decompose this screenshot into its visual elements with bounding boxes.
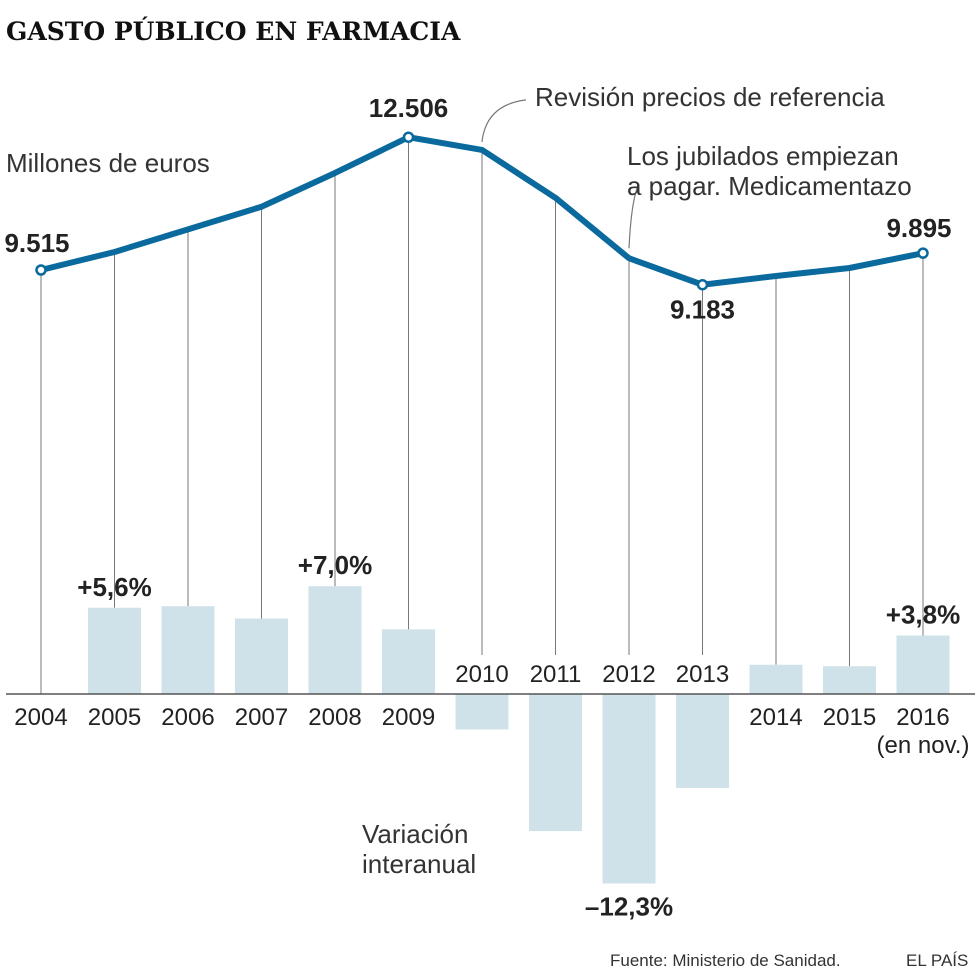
year-label-2014: 2014: [749, 704, 802, 731]
year-label-2005: 2005: [88, 704, 141, 731]
bar-2005: [88, 607, 141, 694]
bar-2006: [161, 606, 215, 694]
annotation-2012-line-2: a pagar. Medicamentazo: [627, 171, 912, 201]
units-label: Millones de euros: [6, 148, 210, 178]
line-value-label-2009: 12.506: [369, 93, 449, 123]
bar-value-label-2016: +3,8%: [886, 599, 960, 629]
year-label-2010: 2010: [455, 661, 508, 688]
year-label-2008: 2008: [308, 704, 361, 731]
bar-2016: [896, 635, 950, 694]
bar-value-label-2005: +5,6%: [77, 572, 151, 602]
line-value-label-2016: 9.895: [886, 213, 951, 243]
guide-lines: [40, 137, 924, 694]
bar-2011: [529, 694, 582, 832]
point-marker-2016: [917, 247, 929, 259]
bar-2014: [749, 664, 803, 694]
year-label-2004: 2004: [14, 704, 67, 731]
annotation-leader-2010: [481, 99, 527, 142]
point-marker-2013: [696, 278, 709, 291]
annotation-leader-2012: [628, 188, 638, 249]
year-label-2013: 2013: [676, 661, 729, 688]
bar-2009: [382, 629, 435, 694]
year-label-2016: 2016: [896, 704, 949, 731]
line-series: [35, 131, 929, 291]
source-text: Fuente: Ministerio de Sanidad.: [610, 951, 841, 970]
point-marker-2004: [35, 264, 47, 276]
year-label-2012: 2012: [602, 661, 655, 688]
point-marker-2009: [402, 131, 415, 143]
bars-label-line-1: Variación: [362, 819, 468, 849]
bars-label-line-2: interanual: [362, 849, 476, 879]
year-label-2009: 2009: [382, 704, 435, 731]
bar-value-label-2012: –12,3%: [585, 891, 673, 921]
bar-2010: [455, 694, 509, 730]
bar-value-label-2008: +7,0%: [298, 550, 372, 580]
chart-title: GASTO PÚBLICO EN FARMACIA: [6, 17, 461, 46]
bar-2015: [823, 666, 876, 694]
year-label-2015: 2015: [823, 704, 876, 731]
annotation-2010: Revisión precios de referencia: [535, 82, 885, 112]
bar-2013: [676, 694, 729, 788]
year-label-2011: 2011: [530, 661, 582, 688]
bar-2012: [602, 694, 656, 884]
bar-2007: [235, 618, 288, 694]
line-value-label-2013: 9.183: [670, 295, 735, 325]
year-label-2006: 2006: [161, 704, 214, 731]
labels: 2004 2005 +5,6% 2006 2007 2008 +7,0% 2009 2010 20…: [4, 93, 969, 921]
bars: [88, 586, 950, 884]
year-note-2016: (en nov.): [877, 732, 970, 759]
annotation-2012-line-1: Los jubilados empiezan: [627, 141, 899, 171]
annotations: Revisión precios de referencia Los jubila…: [481, 82, 912, 249]
line-value-label-2004: 9.515: [4, 228, 69, 258]
expenditure-line: [38, 134, 926, 288]
bar-2008: [308, 586, 362, 694]
year-label-2007: 2007: [235, 704, 288, 731]
publisher-text: EL PAÍS: [906, 951, 968, 970]
